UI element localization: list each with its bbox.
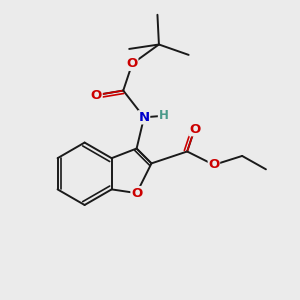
Text: O: O bbox=[91, 88, 102, 101]
Text: O: O bbox=[131, 187, 142, 200]
Text: O: O bbox=[127, 57, 138, 70]
Text: N: N bbox=[139, 111, 150, 124]
Text: O: O bbox=[208, 158, 220, 171]
Text: H: H bbox=[158, 109, 168, 122]
Text: O: O bbox=[189, 123, 200, 136]
